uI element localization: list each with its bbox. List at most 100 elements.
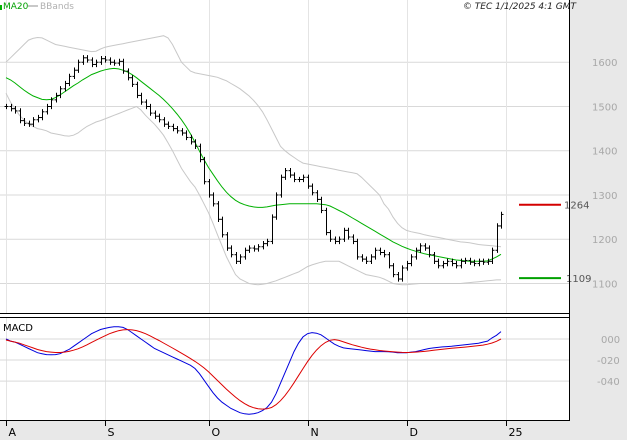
macd-gridlines xyxy=(0,338,569,382)
price-bar xyxy=(468,257,473,265)
price-bar xyxy=(27,120,32,127)
price-tick-label: 1200 xyxy=(592,235,617,246)
price-bar xyxy=(94,59,99,68)
price-bar xyxy=(162,117,167,127)
price-bar xyxy=(234,252,239,264)
price-bar xyxy=(63,80,68,92)
price-bar xyxy=(252,245,257,252)
x-tick-label: D xyxy=(410,426,418,439)
price-bar xyxy=(9,103,14,112)
price-bar xyxy=(306,174,311,189)
macd-tick-label: -040 xyxy=(597,377,620,388)
x-tick-label: A xyxy=(9,426,17,439)
price-bar xyxy=(144,99,149,110)
macd-y-ticks: 000 -020 -040 xyxy=(597,335,620,388)
price-bar xyxy=(193,139,198,149)
price-bar xyxy=(36,114,41,123)
price-bar xyxy=(90,57,95,68)
price-bar xyxy=(220,216,225,238)
price-bar xyxy=(4,103,9,110)
price-bar xyxy=(378,247,383,256)
price-bar xyxy=(45,103,50,115)
price-bar xyxy=(400,265,405,282)
price-bar xyxy=(139,92,144,105)
legend-bb-swatch xyxy=(28,5,38,7)
price-bar xyxy=(360,254,365,262)
price-bar xyxy=(76,59,81,73)
price-bar xyxy=(67,73,72,87)
macd-tick-label: -020 xyxy=(597,356,620,367)
price-bar xyxy=(211,192,216,207)
price-bar xyxy=(495,223,500,253)
price-bar xyxy=(189,134,194,145)
price-bar xyxy=(382,249,387,258)
price-bar xyxy=(13,106,18,114)
price-bar xyxy=(99,56,104,65)
price-bar xyxy=(40,109,45,121)
price-bar xyxy=(328,229,333,242)
price-bar xyxy=(49,97,54,110)
price-bar xyxy=(279,174,284,198)
price-bar xyxy=(54,92,59,103)
price-tick-label: 1600 xyxy=(592,58,617,69)
price-bar xyxy=(261,240,266,250)
price-bar xyxy=(121,58,126,74)
price-bar xyxy=(81,55,86,65)
price-bar xyxy=(22,117,27,126)
price-bar xyxy=(409,254,414,267)
price-bar xyxy=(243,247,248,260)
price-bar xyxy=(310,183,315,196)
price-bar xyxy=(486,258,491,265)
price-bar xyxy=(198,143,203,163)
price-bar xyxy=(369,254,374,264)
price-bar xyxy=(423,243,428,251)
x-tick-label: S xyxy=(108,426,115,439)
price-bar xyxy=(490,247,495,264)
resistance-label: 1264 xyxy=(564,201,589,212)
ma20-line xyxy=(5,67,502,262)
macd-title: MACD xyxy=(3,323,33,334)
copyright-text: © TEC 1/1/2025 4:1 GMT xyxy=(463,2,578,12)
x-tick-label: 25 xyxy=(509,426,523,439)
price-bars xyxy=(4,55,504,282)
price-bar xyxy=(130,75,135,88)
price-bar xyxy=(229,245,234,258)
price-bar xyxy=(148,103,153,116)
x-tick-label: N xyxy=(311,426,319,439)
price-bar xyxy=(31,117,36,127)
legend-ma: MA20 xyxy=(3,2,29,12)
price-bar xyxy=(274,192,279,220)
price-bar xyxy=(85,55,90,63)
bollinger-bands xyxy=(5,35,502,286)
price-bar xyxy=(459,258,464,269)
price-bar xyxy=(346,227,351,240)
price-bar xyxy=(342,227,347,242)
price-bar xyxy=(157,113,162,123)
price-bar xyxy=(135,81,140,99)
price-bar xyxy=(427,245,432,258)
price-tick-label: 1500 xyxy=(592,102,617,113)
price-bar xyxy=(337,236,342,245)
price-bar xyxy=(373,247,378,260)
price-bar xyxy=(112,59,117,66)
macd-tick-label: 000 xyxy=(601,335,620,346)
price-bar xyxy=(454,260,459,269)
price-bar xyxy=(175,125,180,134)
price-bar xyxy=(450,258,455,267)
price-bar xyxy=(351,234,356,245)
support-label: 1109 xyxy=(566,274,591,285)
price-bar xyxy=(117,58,122,66)
price-bar xyxy=(247,245,252,253)
price-tick-label: 1400 xyxy=(592,147,617,158)
price-bar xyxy=(58,86,63,99)
price-bar xyxy=(499,211,504,229)
price-tick-label: 1300 xyxy=(592,191,617,202)
price-bar xyxy=(463,257,468,264)
price-bar xyxy=(270,214,275,245)
macd-line xyxy=(5,326,502,415)
price-bar xyxy=(445,258,450,267)
price-bar xyxy=(288,167,293,178)
legend-bb: BBands xyxy=(40,2,74,12)
signal-line xyxy=(5,329,502,410)
